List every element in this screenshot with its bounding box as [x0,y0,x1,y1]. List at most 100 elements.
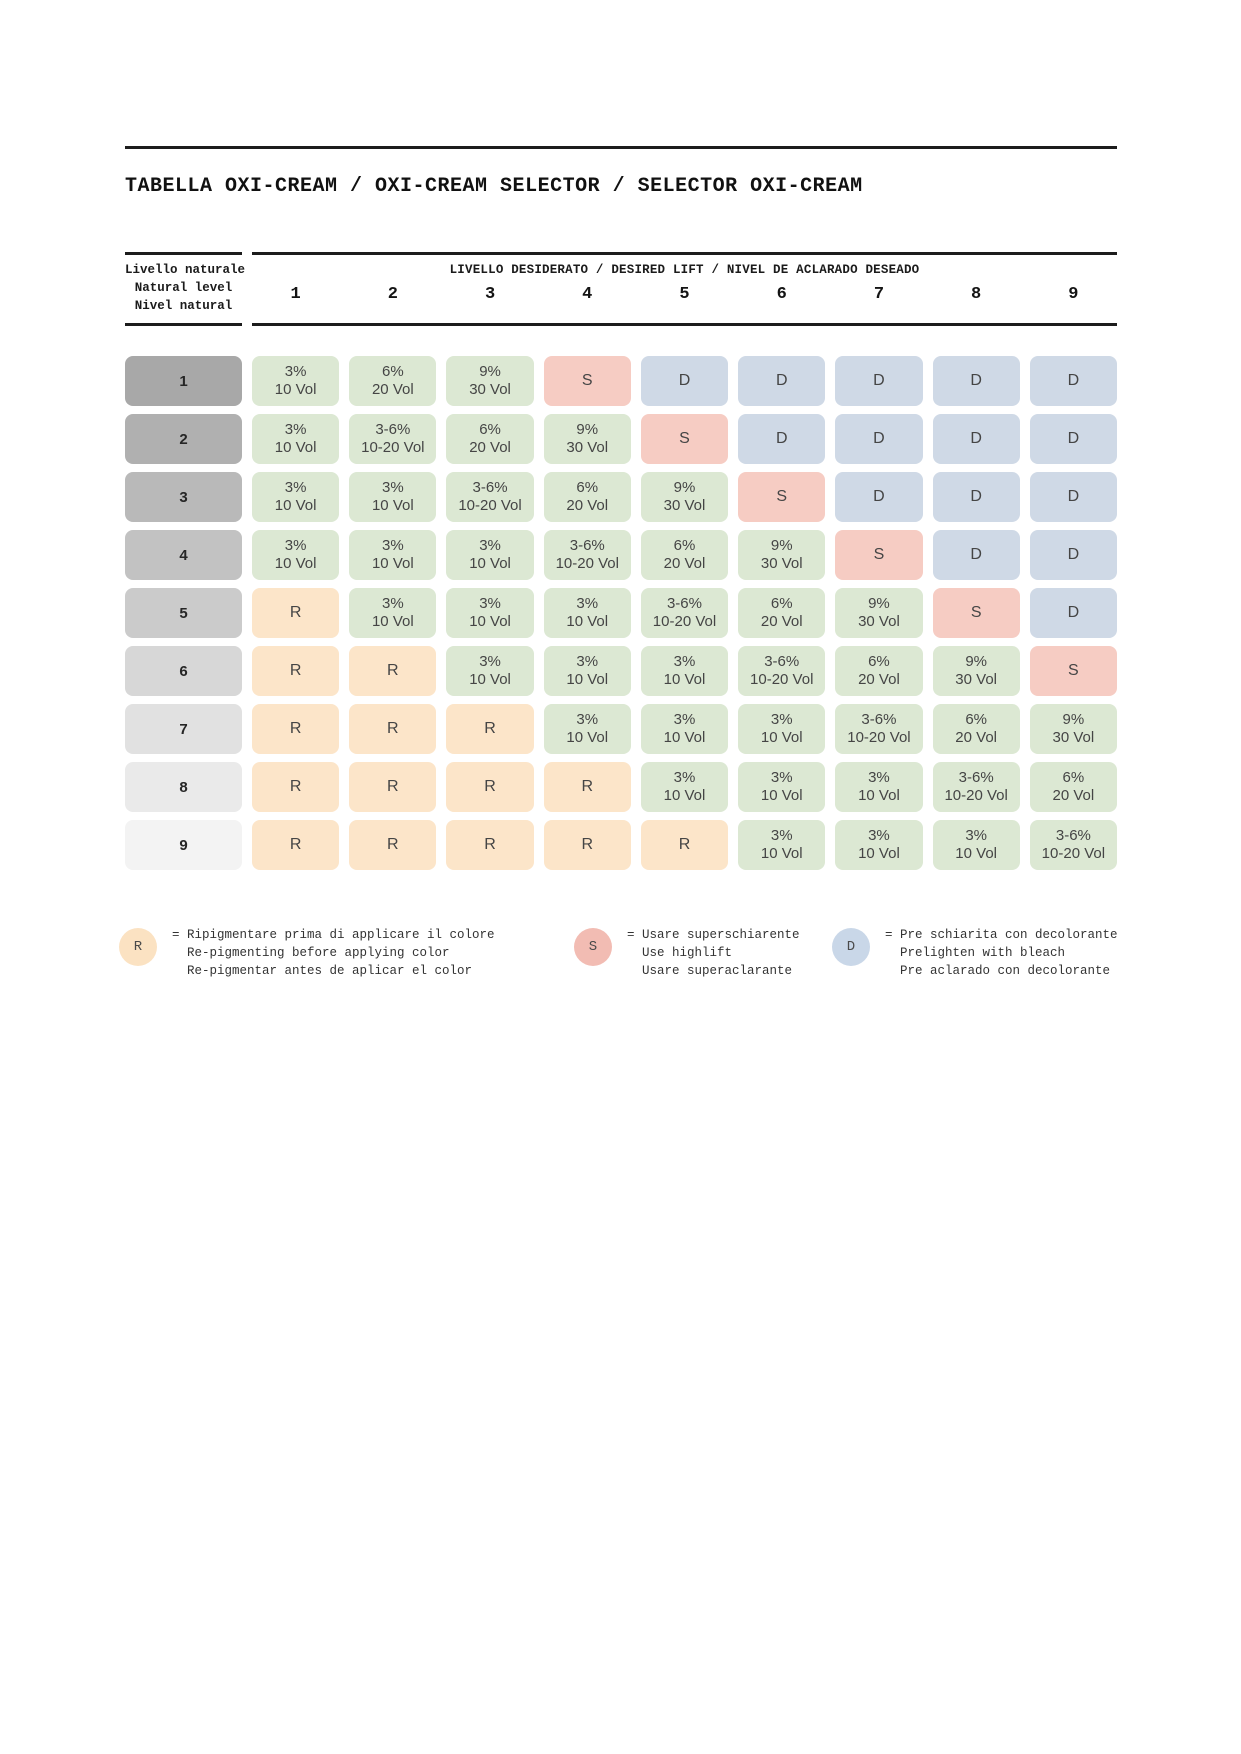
cell-level2-lift3: 6% 20 Vol [446,414,534,464]
cell-level6-lift4: 3% 10 Vol [543,646,631,696]
cell-level1-lift3: 9% 30 Vol [446,356,534,406]
column-number-6: 6 [776,285,787,304]
cell-level6-lift3: 3% 10 Vol [446,646,534,696]
cell-level8-lift3: R [446,762,534,812]
column-number-7: 7 [873,285,885,304]
cell-level9-lift2: R [349,820,437,870]
legend-text-R: = Ripigmentare prima di applicare il col… [172,928,495,978]
cell-level8-lift2: R [349,762,437,812]
row-level-5: 5 [125,588,242,638]
cell-level2-lift2: 3-6% 10-20 Vol [349,414,437,464]
cell-level9-lift1: R [252,820,340,870]
cell-level1-lift8: D [932,356,1020,406]
legend-item-S: S = Usare superschiarente Use highlift Usar… [574,926,832,980]
cell-level4-lift5: 6% 20 Vol [640,530,729,580]
cell-level9-lift6: 3% 10 Vol [738,820,826,870]
cell-level5-lift9: D [1029,588,1117,638]
cell-level7-lift6: 3% 10 Vol [738,704,826,754]
cell-level1-lift1: 3% 10 Vol [252,356,340,406]
cell-level6-lift8: 9% 30 Vol [932,646,1020,696]
cell-level2-lift7: D [835,414,923,464]
cell-level3-lift4: 6% 20 Vol [543,472,631,522]
cell-level1-lift9: D [1029,356,1117,406]
cell-level8-lift7: 3% 10 Vol [835,762,923,812]
cell-level9-lift7: 3% 10 Vol [835,820,923,870]
table-header: Livello naturale Natural level Nivel nat… [125,252,1117,326]
cell-level6-lift6: 3-6% 10-20 Vol [738,646,826,696]
cell-level4-lift4: 3-6% 10-20 Vol [543,530,631,580]
row-axis-line-es: Nivel natural [134,299,233,313]
selector-grid: 1 3% 10 Vol 6% 20 Vol 9% 30 Vol S D D D D D 2 3% 10 Vol… [125,356,1117,870]
cell-level7-lift9: 9% 30 Vol [1029,704,1117,754]
cell-level3-lift9: D [1029,472,1117,522]
cell-level5-lift6: 6% 20 Vol [738,588,826,638]
cell-level4-lift8: D [932,530,1020,580]
cell-level9-lift9: 3-6% 10-20 Vol [1029,820,1117,870]
row-axis-line-en: Natural level [134,281,233,295]
cell-level6-lift7: 6% 20 Vol [835,646,923,696]
cell-level3-lift8: D [932,472,1020,522]
column-number-2: 2 [387,285,398,304]
cell-level1-lift6: D [738,356,826,406]
row-level-1: 1 [125,356,242,406]
cell-level8-lift8: 3-6% 10-20 Vol [932,762,1020,812]
col-axis-label: LIVELLO DESIDERATO / DESIRED LIFT / NIVE… [449,263,920,277]
row-level-2: 2 [125,414,242,464]
page-title: TABELLA OXI-CREAM / OXI-CREAM SELECTOR /… [125,175,863,198]
top-rule [125,146,1117,149]
cell-level3-lift6: S [738,472,826,522]
cell-level5-lift4: 3% 10 Vol [543,588,631,638]
cell-level5-lift8: S [932,588,1020,638]
cell-level5-lift3: 3% 10 Vol [446,588,534,638]
cell-level2-lift4: 9% 30 Vol [543,414,631,464]
legend-symbol-R: R [119,928,157,966]
cell-level3-lift2: 3% 10 Vol [349,472,437,522]
cell-level6-lift9: S [1029,646,1117,696]
row-level-9: 9 [125,820,242,870]
legend-symbol-S: S [574,928,612,966]
cell-level9-lift5: R [640,820,729,870]
cell-level2-lift8: D [932,414,1020,464]
legend-item-R: R = Ripigmentare prima di applicare il co… [119,926,574,980]
cell-level2-lift5: S [640,414,729,464]
cell-level4-lift3: 3% 10 Vol [446,530,534,580]
cell-level7-lift5: 3% 10 Vol [640,704,729,754]
cell-level4-lift2: 3% 10 Vol [349,530,437,580]
cell-level9-lift4: R [543,820,631,870]
cell-level3-lift1: 3% 10 Vol [252,472,340,522]
column-numbers: 1 2 3 4 5 6 7 8 9 [252,285,1117,304]
legend-item-D: D = Pre schiarita con decolorante Prelight… [832,926,1119,980]
column-number-5: 5 [679,285,690,304]
cell-level1-lift5: D [640,356,729,406]
cell-level8-lift9: 6% 20 Vol [1029,762,1117,812]
cell-level2-lift6: D [738,414,826,464]
cell-level5-lift2: 3% 10 Vol [349,588,437,638]
cell-level5-lift5: 3-6% 10-20 Vol [640,588,729,638]
cell-level7-lift4: 3% 10 Vol [543,704,631,754]
row-level-3: 3 [125,472,242,522]
legend: R = Ripigmentare prima di applicare il co… [119,926,1119,980]
row-level-6: 6 [125,646,242,696]
column-number-3: 3 [484,285,496,304]
cell-level7-lift1: R [252,704,340,754]
cell-level6-lift1: R [252,646,340,696]
cell-level4-lift1: 3% 10 Vol [252,530,340,580]
cell-level1-lift4: S [543,356,631,406]
row-level-4: 4 [125,530,242,580]
cell-level7-lift7: 3-6% 10-20 Vol [835,704,923,754]
cell-level6-lift2: R [349,646,437,696]
cell-level3-lift3: 3-6% 10-20 Vol [446,472,534,522]
cell-level7-lift2: R [349,704,437,754]
cell-level3-lift7: D [835,472,923,522]
cell-level2-lift1: 3% 10 Vol [252,414,340,464]
cell-level8-lift6: 3% 10 Vol [738,762,826,812]
cell-level1-lift2: 6% 20 Vol [349,356,437,406]
column-number-9: 9 [1068,285,1079,304]
legend-text-S: = Usare superschiarente Use highlift Usare… [627,928,800,978]
cell-level7-lift3: R [446,704,534,754]
cell-level4-lift9: D [1029,530,1117,580]
col-axis-header: LIVELLO DESIDERATO / DESIRED LIFT / NIVE… [252,252,1117,326]
cell-level9-lift3: R [446,820,534,870]
cell-level8-lift5: 3% 10 Vol [640,762,729,812]
